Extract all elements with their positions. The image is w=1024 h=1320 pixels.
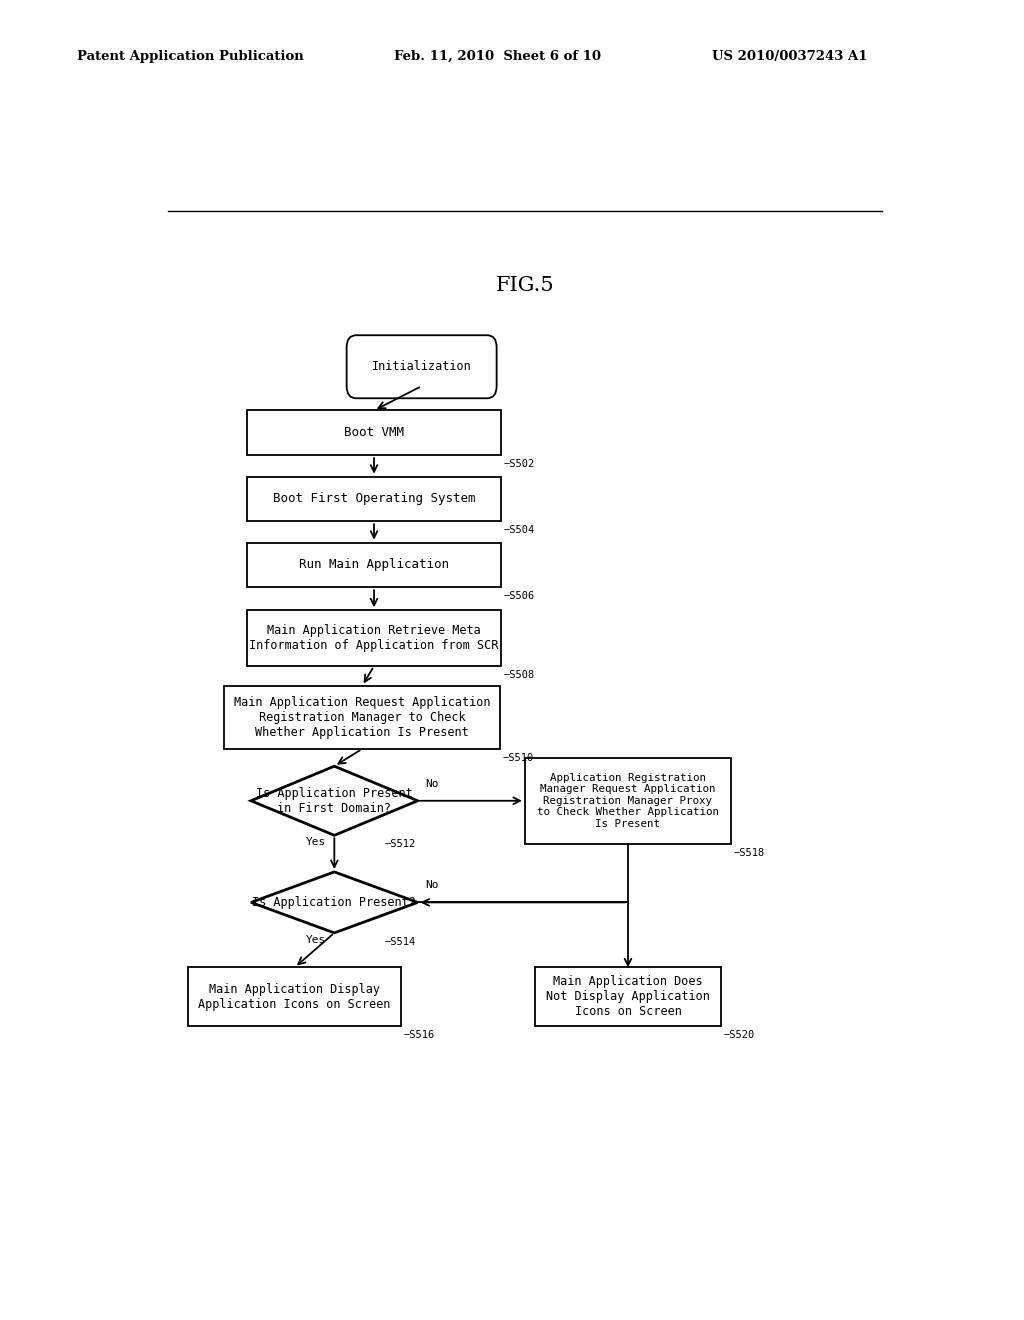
Text: −S514: −S514 [384, 937, 416, 946]
Text: −S510: −S510 [503, 752, 534, 763]
Polygon shape [251, 873, 418, 933]
Text: Patent Application Publication: Patent Application Publication [77, 50, 303, 63]
FancyBboxPatch shape [347, 335, 497, 399]
Text: Main Application Retrieve Meta
Information of Application from SCR: Main Application Retrieve Meta Informati… [249, 624, 499, 652]
Text: Is Application Present
in First Domain?: Is Application Present in First Domain? [256, 787, 413, 814]
Bar [247, 411, 501, 455]
Bar [224, 686, 500, 748]
Text: Initialization: Initialization [372, 360, 471, 374]
Text: Application Registration
Manager Request Application
Registration Manager Proxy
: Application Registration Manager Request… [537, 772, 719, 829]
Text: No: No [426, 779, 439, 788]
Text: Yes: Yes [306, 935, 327, 945]
Text: US 2010/0037243 A1: US 2010/0037243 A1 [712, 50, 867, 63]
Text: −S508: −S508 [504, 671, 535, 680]
Bar [247, 543, 501, 587]
Bar [188, 968, 401, 1027]
Text: −S512: −S512 [384, 840, 416, 849]
Text: Yes: Yes [306, 837, 327, 847]
Bar [524, 758, 731, 843]
Text: Main Application Display
Application Icons on Screen: Main Application Display Application Ico… [199, 983, 391, 1011]
Bar [247, 610, 501, 667]
Polygon shape [251, 766, 418, 836]
Text: Run Main Application: Run Main Application [299, 558, 449, 572]
Text: Is Application Present?: Is Application Present? [252, 896, 417, 909]
Text: −S516: −S516 [403, 1031, 434, 1040]
Text: −S506: −S506 [504, 591, 535, 602]
Text: FIG.5: FIG.5 [496, 276, 554, 294]
Text: −S520: −S520 [724, 1031, 755, 1040]
Text: −S518: −S518 [733, 847, 765, 858]
Text: Boot First Operating System: Boot First Operating System [272, 492, 475, 506]
Text: −S504: −S504 [504, 525, 535, 536]
Text: Main Application Does
Not Display Application
Icons on Screen: Main Application Does Not Display Applic… [546, 975, 710, 1019]
Text: −S502: −S502 [504, 459, 535, 469]
Text: Main Application Request Application
Registration Manager to Check
Whether Appli: Main Application Request Application Reg… [233, 696, 490, 739]
Text: Feb. 11, 2010  Sheet 6 of 10: Feb. 11, 2010 Sheet 6 of 10 [394, 50, 601, 63]
Bar [535, 968, 721, 1027]
Bar [247, 477, 501, 521]
Text: No: No [426, 880, 439, 890]
Text: Boot VMM: Boot VMM [344, 426, 404, 440]
